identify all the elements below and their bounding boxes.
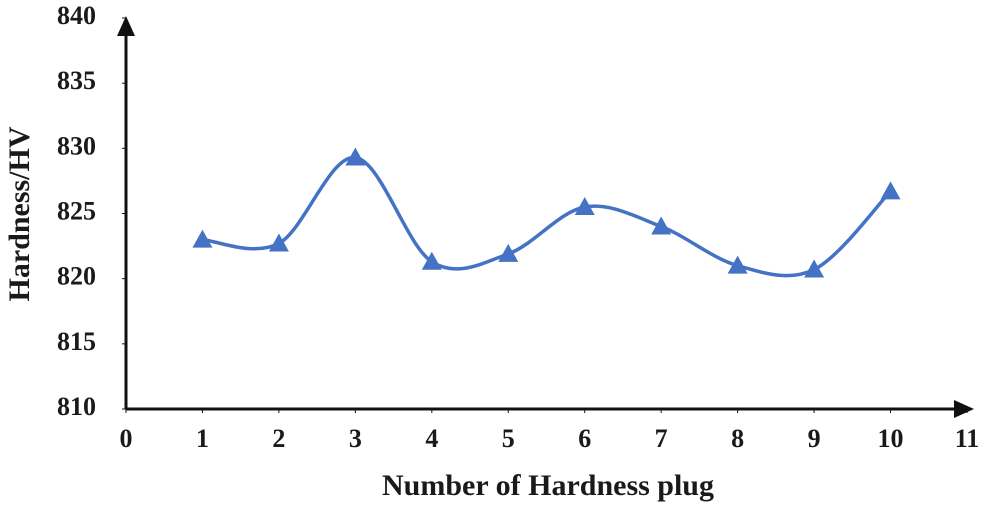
marker — [574, 196, 595, 215]
x-tick-label: 11 — [955, 424, 980, 453]
x-tick-label: 10 — [878, 424, 904, 453]
y-axis-arrow — [117, 16, 135, 36]
x-tick-label: 5 — [502, 424, 515, 453]
y-tick-label: 820 — [57, 262, 96, 291]
y-tick-label: 825 — [57, 196, 96, 225]
x-axis-title: Number of Hardness plug — [382, 469, 714, 502]
y-tick-label: 840 — [57, 1, 96, 30]
x-tick-label: 0 — [120, 424, 133, 453]
y-tick-label: 835 — [57, 66, 96, 95]
y-tick-label: 810 — [57, 392, 96, 421]
x-axis-arrow — [954, 400, 974, 418]
y-tick-label: 830 — [57, 131, 96, 160]
x-tick-label: 9 — [808, 424, 821, 453]
marker — [651, 216, 672, 235]
x-tick-label: 8 — [731, 424, 744, 453]
marker — [192, 229, 213, 248]
x-tick-label: 3 — [349, 424, 362, 453]
marker — [804, 259, 825, 278]
x-tick-label: 7 — [655, 424, 668, 453]
marker — [345, 147, 366, 166]
y-tick-label: 815 — [57, 327, 96, 356]
x-tick-label: 4 — [425, 424, 438, 453]
x-tick-label: 1 — [196, 424, 209, 453]
x-tick-label: 2 — [272, 424, 285, 453]
marker — [727, 255, 748, 274]
marker — [268, 233, 289, 252]
line — [202, 155, 892, 278]
y-axis-title: Hardness/HV — [3, 126, 36, 301]
marker — [880, 181, 901, 200]
marker — [498, 243, 519, 262]
marker — [421, 251, 442, 270]
x-tick-label: 6 — [578, 424, 591, 453]
